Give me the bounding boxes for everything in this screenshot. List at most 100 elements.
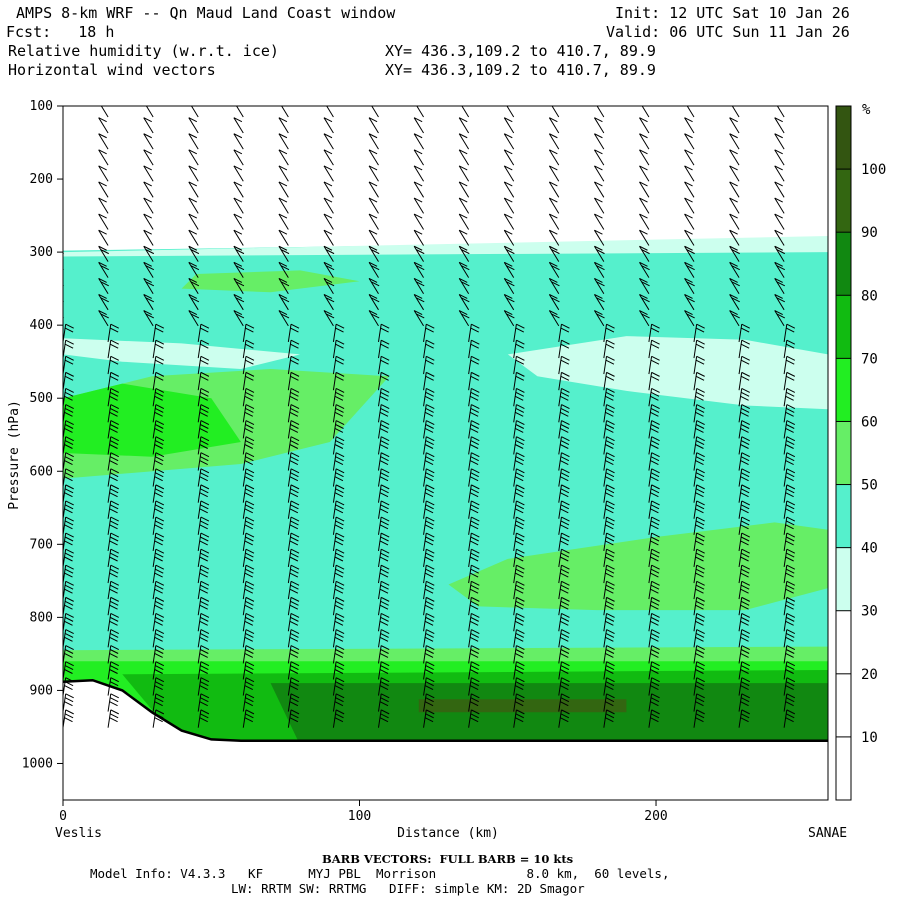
barb-flag <box>605 476 614 482</box>
wind-barb <box>278 245 290 262</box>
barb-flag <box>514 524 524 530</box>
barb-flag <box>200 564 210 570</box>
barb-shaft <box>242 693 247 712</box>
barb-shaft <box>738 468 743 487</box>
barb-flag <box>594 213 603 219</box>
barb-flag <box>200 339 210 345</box>
barb-flag <box>686 265 695 271</box>
barb-flag <box>368 277 378 283</box>
barb-flag <box>695 713 705 719</box>
barb-flag <box>651 468 660 474</box>
wind-barb <box>783 661 796 680</box>
barb-flag <box>154 556 163 562</box>
wind-barb <box>468 323 480 343</box>
barb-flag <box>109 588 118 594</box>
wind-barb <box>63 300 64 310</box>
barb-flag <box>424 395 434 401</box>
barb-shaft <box>639 245 650 262</box>
barb-shaft <box>774 245 785 262</box>
barb-flag <box>696 420 705 426</box>
barb-flag <box>335 661 345 667</box>
barb-flag <box>695 632 705 638</box>
barb-shaft <box>152 404 157 423</box>
wind-barb <box>377 693 390 712</box>
barb-flag <box>244 411 254 417</box>
barb-flag <box>154 620 163 626</box>
barb-shaft <box>648 613 653 632</box>
barb-flag <box>549 165 558 171</box>
barb-flag <box>379 427 389 433</box>
barb-flag <box>560 681 570 687</box>
barb-shaft <box>468 709 472 728</box>
wind-barb <box>332 532 345 551</box>
barb-flag <box>458 310 468 315</box>
barb-flag <box>471 613 480 618</box>
barb-shaft <box>548 294 560 311</box>
wind-barb <box>63 148 64 150</box>
wind-barb <box>693 645 705 664</box>
barb-shaft <box>558 372 562 391</box>
barb-flag <box>560 359 570 365</box>
barb-flag <box>110 709 119 715</box>
wind-barb <box>323 229 334 246</box>
barb-flag <box>143 197 152 203</box>
barb-flag <box>245 343 254 349</box>
barb-flag <box>64 568 74 574</box>
wind-barb <box>323 149 334 166</box>
barb-flag <box>686 297 695 303</box>
wind-barb <box>377 596 390 616</box>
wind-barb <box>107 709 119 728</box>
barb-shaft <box>503 310 515 327</box>
barb-shaft <box>783 693 788 712</box>
barb-flag <box>335 468 345 474</box>
barb-flag <box>606 709 615 715</box>
barb-flag <box>335 456 344 462</box>
barb-flag <box>514 556 524 562</box>
barb-shaft <box>332 645 337 664</box>
barb-shaft <box>774 165 785 182</box>
barb-flag <box>424 572 434 578</box>
barb-shaft <box>242 661 247 680</box>
barb-flag <box>425 665 434 671</box>
barb-flag <box>695 492 704 498</box>
barb-shaft <box>233 245 244 262</box>
wind-barb <box>242 613 255 632</box>
barb-flag <box>143 277 152 283</box>
y-tick-label: 300 <box>30 245 53 260</box>
wind-barb <box>107 355 119 375</box>
barb-flag <box>155 391 164 397</box>
barb-flag <box>278 133 288 139</box>
barb-shaft <box>513 565 517 584</box>
barb-flag <box>740 556 749 562</box>
wind-barb <box>693 629 705 648</box>
wind-barb <box>458 213 470 230</box>
barb-shaft <box>233 197 244 214</box>
barb-shaft <box>287 661 292 680</box>
barb-flag <box>515 472 525 478</box>
barb-shaft <box>287 452 292 471</box>
barb-flag <box>695 460 704 466</box>
barb-flag <box>323 277 333 283</box>
barb-flag <box>380 632 389 638</box>
barb-flag <box>335 359 344 365</box>
barb-flag <box>774 277 783 283</box>
wind-barb <box>558 645 570 664</box>
barb-shaft <box>603 549 608 568</box>
barb-flag <box>334 701 344 707</box>
barb-flag <box>424 620 434 626</box>
barb-shaft <box>197 500 202 519</box>
x-tick-label: 200 <box>644 809 667 824</box>
barb-flag <box>596 313 605 319</box>
wind-barb <box>233 133 244 150</box>
barb-flag <box>370 265 380 271</box>
barb-shaft <box>648 693 653 712</box>
barb-shaft <box>233 294 244 311</box>
barb-flag <box>695 540 704 546</box>
wind-barb <box>513 339 525 359</box>
barb-shaft <box>468 516 472 535</box>
barb-shaft <box>503 278 515 295</box>
barb-flag <box>190 313 200 319</box>
barb-shaft <box>152 629 157 648</box>
barb-shaft <box>458 149 470 166</box>
wind-barb <box>738 580 750 600</box>
